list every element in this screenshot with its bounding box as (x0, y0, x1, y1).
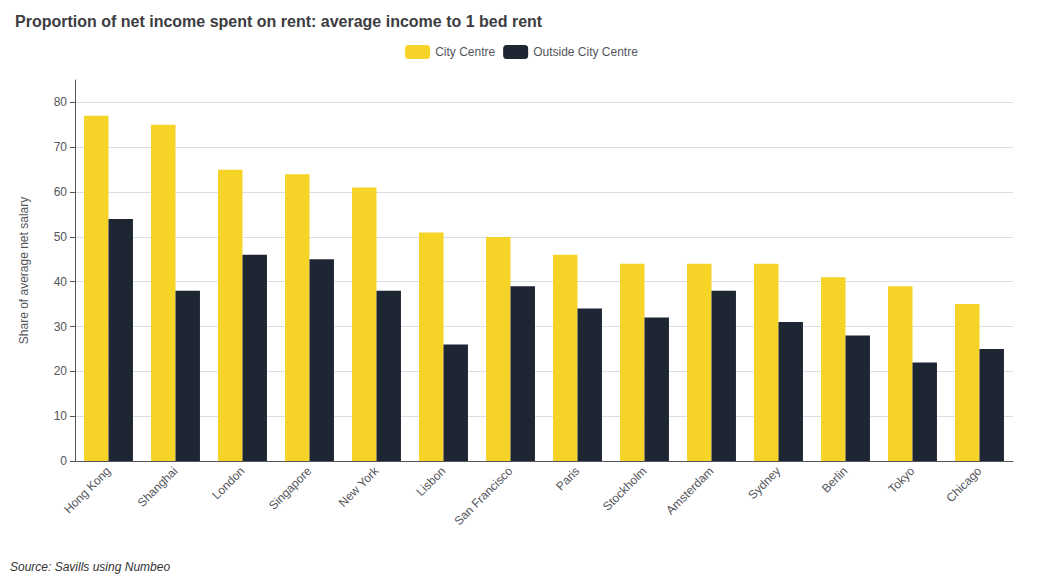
svg-text:Lisbon: Lisbon (414, 464, 449, 499)
svg-text:0: 0 (60, 454, 67, 468)
svg-text:Stockholm: Stockholm (600, 464, 649, 513)
svg-text:New York: New York (336, 463, 382, 509)
svg-text:Outside City Centre: Outside City Centre (533, 45, 638, 59)
svg-text:60: 60 (54, 185, 68, 199)
svg-text:40: 40 (54, 275, 68, 289)
svg-text:30: 30 (54, 320, 68, 334)
svg-text:City Centre: City Centre (435, 45, 495, 59)
svg-text:80: 80 (54, 95, 68, 109)
svg-text:Share of average net salary: Share of average net salary (17, 197, 31, 344)
svg-text:London: London (209, 464, 247, 502)
svg-text:50: 50 (54, 230, 68, 244)
svg-text:Source: Savills using Numbeo: Source: Savills using Numbeo (10, 560, 170, 574)
svg-text:Tokyo: Tokyo (885, 464, 917, 496)
svg-text:San Francisco: San Francisco (451, 464, 515, 528)
svg-text:Amsterdam: Amsterdam (663, 464, 716, 517)
svg-text:10: 10 (54, 409, 68, 423)
svg-text:Paris: Paris (553, 464, 582, 493)
svg-text:Sydney: Sydney (745, 464, 783, 502)
svg-text:Chicago: Chicago (943, 464, 984, 505)
svg-text:Singapore: Singapore (266, 464, 315, 513)
svg-text:Proportion of net income spent: Proportion of net income spent on rent: … (15, 13, 543, 30)
svg-text:Berlin: Berlin (819, 464, 851, 496)
svg-text:Hong Kong: Hong Kong (61, 464, 113, 516)
svg-text:70: 70 (54, 140, 68, 154)
svg-text:20: 20 (54, 364, 68, 378)
svg-text:Shanghai: Shanghai (135, 464, 181, 510)
